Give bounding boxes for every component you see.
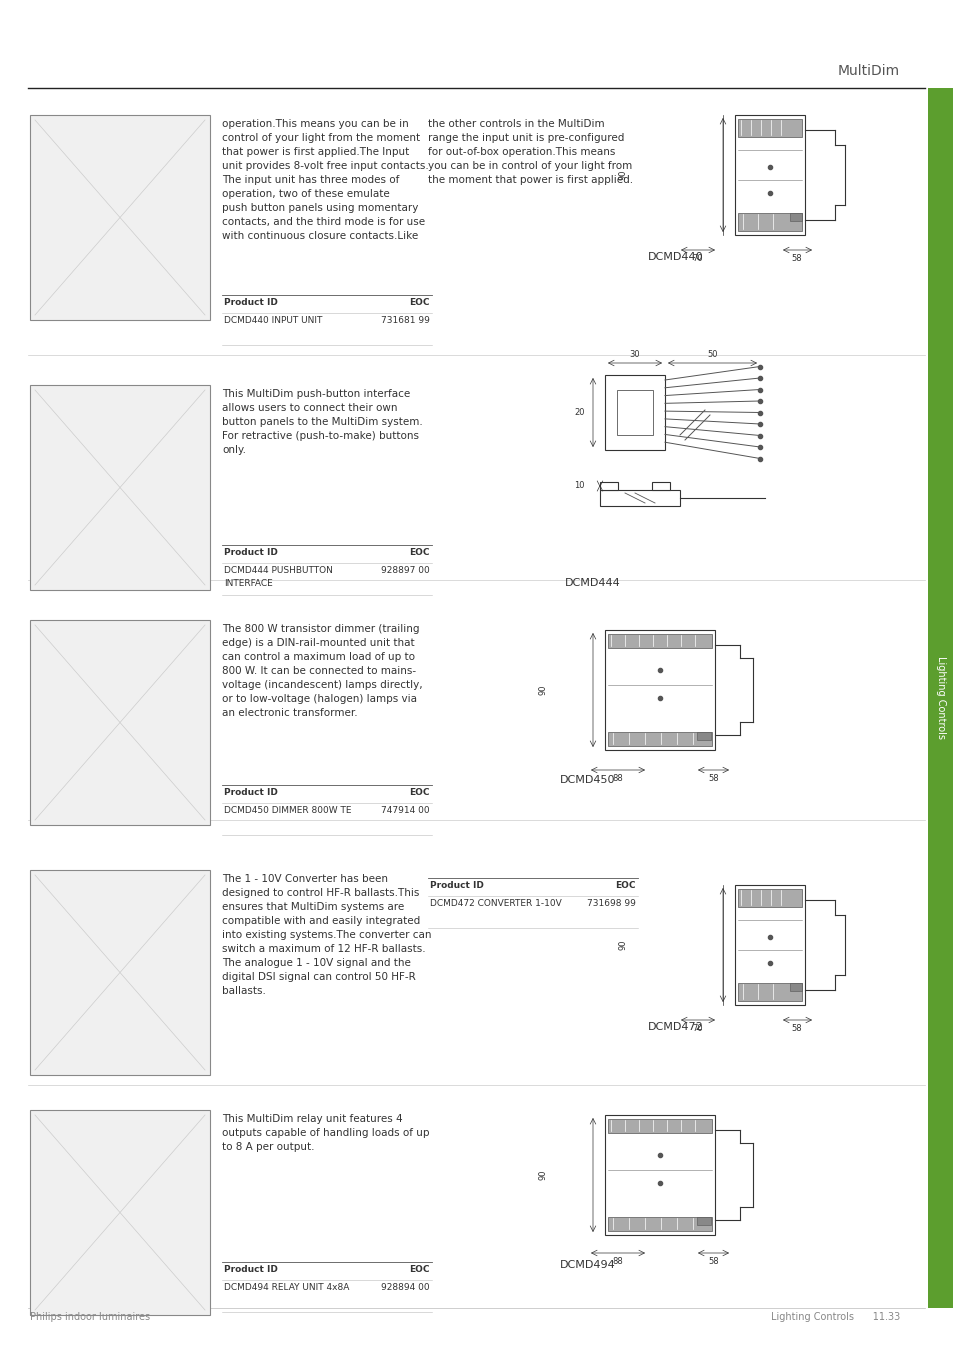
Text: DCMD450 DIMMER 800W TE: DCMD450 DIMMER 800W TE [224, 806, 351, 815]
Bar [599, 490, 679, 506]
Text: Product ID: Product ID [224, 548, 277, 558]
Text: 58: 58 [791, 254, 801, 263]
Bar [651, 482, 669, 490]
Bar [738, 119, 801, 136]
Bar [607, 1216, 711, 1231]
Text: DCMD472 CONVERTER 1-10V: DCMD472 CONVERTER 1-10V [430, 899, 561, 909]
Bar [604, 1115, 714, 1235]
Text: The 1 - 10V Converter has been
designed to control HF-R ballasts.This
ensures th: The 1 - 10V Converter has been designed … [222, 873, 431, 996]
Text: Philips indoor luminaires: Philips indoor luminaires [30, 1312, 150, 1322]
Text: DCMD494 RELAY UNIT 4x8A: DCMD494 RELAY UNIT 4x8A [224, 1282, 349, 1292]
Text: 747914 00: 747914 00 [381, 806, 430, 815]
Bar [734, 115, 804, 235]
Text: 928894 00: 928894 00 [381, 1282, 430, 1292]
Text: Lighting Controls      11.33: Lighting Controls 11.33 [770, 1312, 899, 1322]
Text: Product ID: Product ID [430, 882, 483, 890]
Bar [789, 213, 801, 221]
Text: 10: 10 [574, 482, 584, 490]
Text: 70: 70 [692, 1025, 702, 1033]
Bar [927, 88, 953, 1308]
Text: the other controls in the MultiDim
range the input unit is pre-configured
for ou: the other controls in the MultiDim range… [428, 119, 633, 185]
Text: DCMD494: DCMD494 [559, 1260, 615, 1270]
Text: 731681 99: 731681 99 [381, 316, 430, 325]
Bar [30, 869, 210, 1075]
Bar [599, 482, 618, 490]
Bar [734, 886, 804, 1004]
Text: 58: 58 [708, 1257, 719, 1266]
Text: Product ID: Product ID [224, 1265, 277, 1274]
Text: 58: 58 [708, 774, 719, 783]
Text: The 800 W transistor dimmer (trailing
edge) is a DIN-rail-mounted unit that
can : The 800 W transistor dimmer (trailing ed… [222, 624, 422, 718]
Bar [697, 1216, 710, 1224]
Text: DCMD444 PUSHBUTTON
INTERFACE: DCMD444 PUSHBUTTON INTERFACE [224, 566, 333, 587]
Bar [789, 983, 801, 991]
Text: 928897 00: 928897 00 [381, 566, 430, 575]
Text: EOC: EOC [409, 548, 430, 558]
Text: 90: 90 [538, 684, 547, 695]
Text: 90: 90 [618, 170, 627, 181]
Text: EOC: EOC [615, 882, 636, 890]
Bar [607, 732, 711, 747]
Text: 58: 58 [791, 1025, 801, 1033]
Text: DCMD444: DCMD444 [564, 578, 620, 589]
Bar [30, 385, 210, 590]
Text: DCMD440: DCMD440 [647, 252, 703, 262]
Text: 90: 90 [618, 940, 627, 950]
Bar [607, 1119, 711, 1133]
Text: EOC: EOC [409, 298, 430, 306]
Text: MultiDim: MultiDim [837, 63, 899, 78]
Text: EOC: EOC [409, 1265, 430, 1274]
Text: This MultiDim relay unit features 4
outputs capable of handling loads of up
to 8: This MultiDim relay unit features 4 outp… [222, 1114, 429, 1152]
Bar [738, 983, 801, 1000]
Text: Product ID: Product ID [224, 788, 277, 796]
Text: Product ID: Product ID [224, 298, 277, 306]
Bar [697, 732, 710, 740]
Bar [604, 375, 664, 450]
Text: DCMD450: DCMD450 [559, 775, 615, 784]
Text: 88: 88 [612, 1257, 622, 1266]
Bar [30, 620, 210, 825]
Text: 70: 70 [692, 254, 702, 263]
Text: 731698 99: 731698 99 [586, 899, 636, 909]
Text: 20: 20 [574, 408, 584, 417]
Text: Lighting Controls: Lighting Controls [935, 656, 945, 740]
Bar [738, 890, 801, 907]
Text: This MultiDim push-button interface
allows users to connect their own
button pan: This MultiDim push-button interface allo… [222, 389, 422, 455]
Bar [738, 213, 801, 231]
Text: DCMD440 INPUT UNIT: DCMD440 INPUT UNIT [224, 316, 322, 325]
Bar [617, 390, 652, 435]
Text: 50: 50 [707, 350, 718, 359]
Text: EOC: EOC [409, 788, 430, 796]
Bar [604, 630, 714, 751]
Text: 88: 88 [612, 774, 622, 783]
Text: 30: 30 [629, 350, 639, 359]
Bar [607, 634, 711, 648]
Text: operation.This means you can be in
control of your light from the moment
that po: operation.This means you can be in contr… [222, 119, 428, 242]
Bar [30, 115, 210, 320]
Bar [30, 1110, 210, 1315]
Text: 90: 90 [538, 1169, 547, 1180]
Text: DCMD472: DCMD472 [647, 1022, 703, 1031]
